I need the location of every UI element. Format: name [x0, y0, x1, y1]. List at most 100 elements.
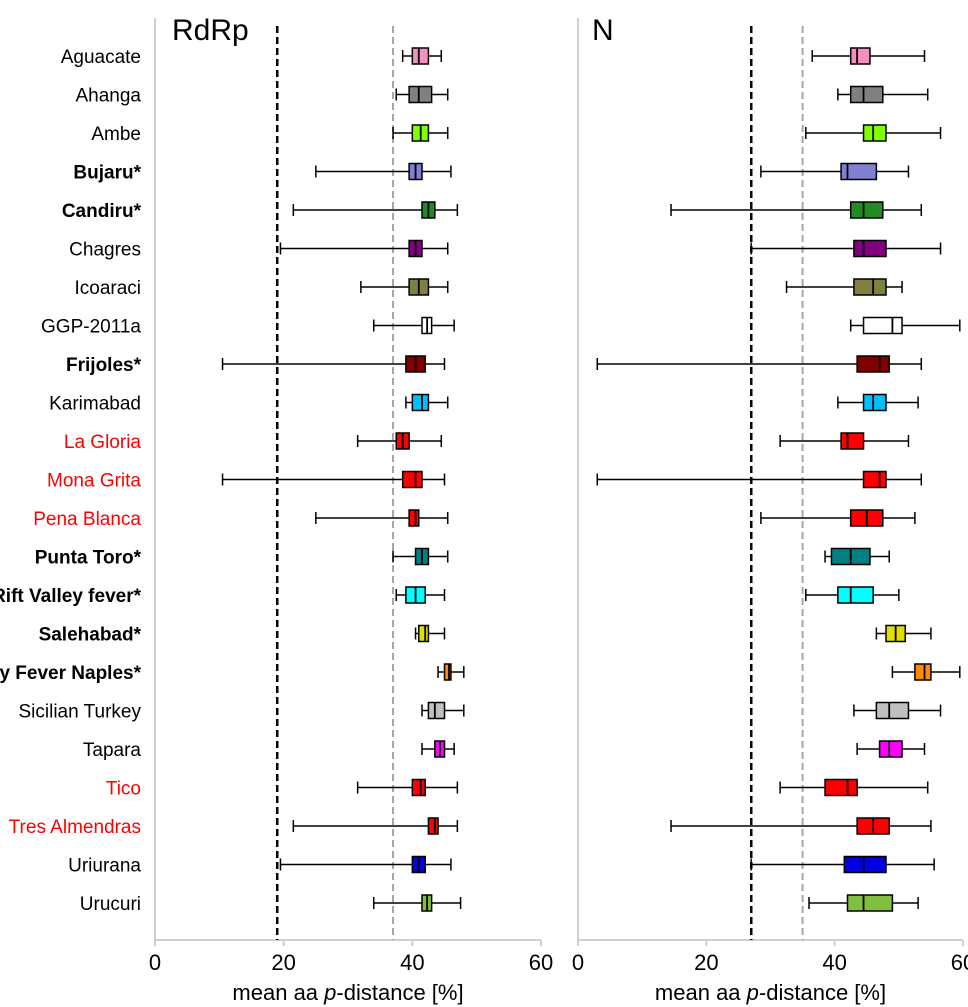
category-label: Tico [106, 779, 141, 800]
category-label: Frijoles* [66, 355, 142, 376]
x-tick-label: 60 [951, 950, 968, 975]
box-rdrp-18 [421, 740, 455, 758]
x-tick-label: 40 [400, 950, 424, 975]
category-label: GGP-2011a [41, 317, 141, 338]
box-rdrp-13 [392, 547, 449, 566]
box-iqr [411, 393, 430, 412]
box-iqr [862, 124, 887, 142]
category-label: Punta Toro* [35, 548, 142, 569]
box-iqr [840, 432, 865, 450]
category-label: Aguacate [61, 47, 141, 68]
box-iqr [840, 162, 878, 181]
category-label: Pena Blanca [33, 509, 141, 530]
category-label: Ahanga [75, 86, 141, 107]
box-n-10 [779, 432, 910, 450]
box-rdrp-11 [221, 470, 446, 489]
x-tick-label: 20 [271, 950, 295, 975]
x-tick-label: 60 [529, 950, 553, 975]
box-rdrp-22 [372, 894, 462, 912]
box-rdrp-16 [437, 663, 465, 681]
x-tick-label: 20 [694, 950, 718, 975]
box-iqr [427, 817, 439, 835]
category-label: Bujaru* [73, 163, 141, 184]
box-iqr [418, 624, 430, 643]
panel-title: N [592, 14, 614, 47]
category-label: Urucuri [80, 894, 141, 915]
box-n-18 [856, 740, 926, 758]
x-axis-label: mean aa p-distance [%] [655, 980, 886, 1005]
box-rdrp-19 [356, 778, 459, 797]
panel-title: RdRp [172, 14, 249, 47]
box-iqr [846, 894, 894, 912]
box-rdrp-8 [221, 355, 446, 373]
box-rdrp-9 [405, 393, 449, 412]
category-label: Sandfly Fever Naples* [0, 663, 142, 684]
box-rdrp-21 [279, 855, 452, 874]
box-n-14 [805, 586, 900, 604]
category-label: Ambe [91, 124, 141, 145]
box-rdrp-4 [292, 201, 459, 219]
category-label: Sicilian Turkey [19, 702, 142, 723]
box-iqr [824, 778, 858, 797]
box-n-15 [875, 624, 932, 643]
box-n-0 [811, 47, 926, 65]
box-n-17 [853, 701, 942, 720]
box-rdrp-3 [315, 162, 452, 181]
box-iqr [849, 47, 871, 65]
box-iqr [853, 278, 887, 296]
panel-rdrp: 0 20 40 60 mean aa p-distance [%] RdRp Aguacat… [0, 14, 553, 1005]
category-label: Candiru* [62, 201, 142, 222]
x-tick-label: 40 [822, 950, 846, 975]
box-iqr [849, 201, 884, 219]
category-label: La Gloria [64, 432, 142, 453]
box-n-22 [808, 894, 919, 912]
box-iqr [411, 47, 430, 65]
box-iqr [401, 470, 423, 489]
category-label: Uriurana [68, 856, 141, 877]
box-iqr [849, 85, 884, 104]
box-iqr [878, 740, 903, 758]
box-n-2 [805, 124, 942, 142]
box-n-21 [750, 855, 935, 874]
box-iqr [843, 855, 887, 874]
box-iqr [443, 663, 452, 681]
box-iqr [837, 586, 874, 604]
box-n-8 [596, 355, 923, 373]
box-n-20 [670, 817, 932, 835]
box-rdrp-6 [360, 278, 449, 296]
x-axis-label: mean aa p-distance [%] [232, 980, 463, 1005]
box-rdrp-12 [315, 509, 449, 527]
box-rdrp-7 [372, 316, 455, 335]
box-rdrp-0 [401, 47, 443, 65]
category-label: Tapara [83, 740, 142, 761]
box-rdrp-2 [392, 124, 449, 142]
box-iqr [411, 778, 426, 797]
category-label: Icoaraci [74, 278, 141, 299]
box-iqr [408, 85, 433, 104]
x-tick-label: 0 [572, 950, 584, 975]
category-label: Tres Almendras [9, 817, 141, 838]
box-n-12 [760, 509, 916, 527]
box-n-11 [596, 470, 923, 489]
box-rdrp-17 [421, 701, 465, 720]
box-n-19 [779, 778, 929, 797]
box-n-13 [824, 547, 890, 566]
box-rdrp-14 [395, 586, 446, 604]
x-tick-label: 0 [149, 950, 161, 975]
category-label: Chagres [69, 240, 141, 261]
box-n-9 [837, 393, 919, 412]
box-rdrp-5 [279, 239, 449, 258]
box-n-16 [891, 663, 961, 681]
box-iqr [862, 470, 887, 489]
box-iqr [862, 316, 903, 335]
category-label: Salehabad* [39, 625, 142, 646]
box-n-1 [837, 85, 929, 104]
box-iqr [408, 509, 420, 527]
category-label: Karimabad [49, 394, 141, 415]
box-rdrp-15 [414, 624, 446, 643]
box-n-4 [670, 201, 923, 219]
box-n-7 [849, 316, 961, 335]
box-n-3 [760, 162, 910, 181]
box-iqr [862, 393, 887, 412]
